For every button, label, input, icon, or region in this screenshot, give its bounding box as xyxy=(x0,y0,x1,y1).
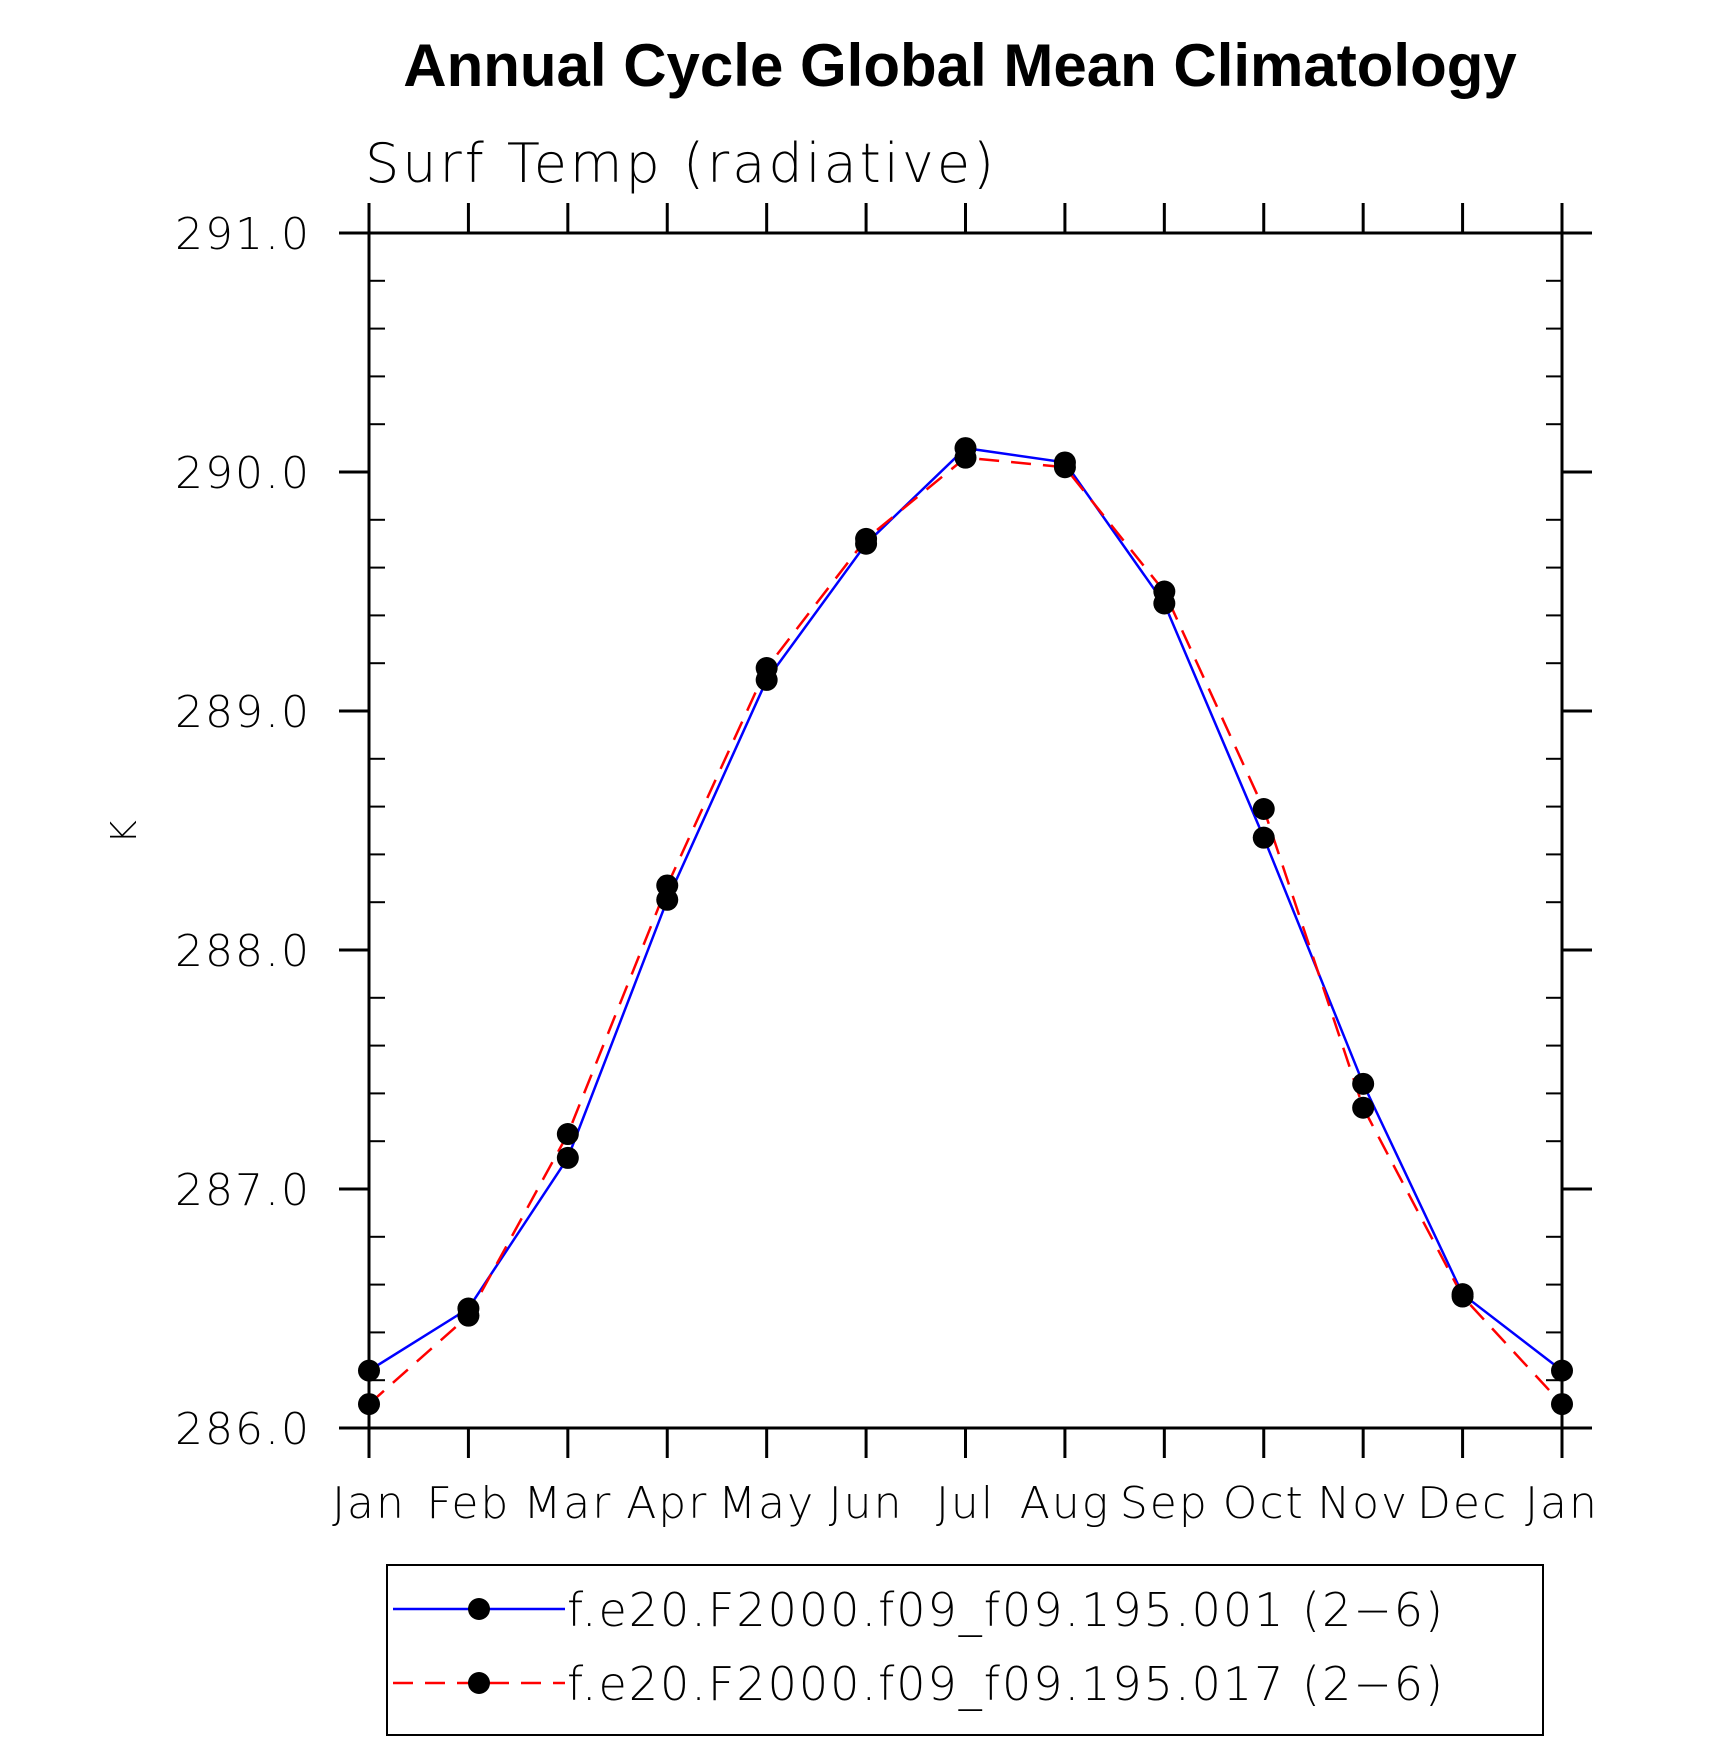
data-point-series-2 xyxy=(457,1304,480,1327)
legend-marker-series-2 xyxy=(468,1672,490,1694)
x-tick-label: Oct xyxy=(1223,1478,1305,1529)
x-tick-label: Jan xyxy=(332,1478,406,1529)
y-tick-label: 287.0 xyxy=(175,1165,311,1216)
y-tick-label: 286.0 xyxy=(175,1404,311,1455)
data-point-series-2 xyxy=(1451,1285,1474,1308)
data-point-series-2 xyxy=(1053,456,1076,479)
x-tick-label: Feb xyxy=(426,1478,510,1529)
data-point-series-1 xyxy=(556,1146,579,1169)
x-tick-label: Apr xyxy=(626,1478,708,1529)
data-point-series-2 xyxy=(1153,580,1176,603)
data-point-series-1 xyxy=(358,1359,380,1382)
series-line-1 xyxy=(368,446,1563,1372)
y-tick-label: 289.0 xyxy=(175,687,311,738)
data-point-series-2 xyxy=(954,446,977,469)
data-point-series-2 xyxy=(755,656,778,679)
x-tick-label: Jan xyxy=(1525,1478,1599,1529)
x-tick-label: Dec xyxy=(1417,1478,1508,1529)
x-tick-label: Sep xyxy=(1120,1478,1209,1529)
x-tick-label: Jun xyxy=(829,1478,904,1529)
legend: f.e20.F2000.f09_f09.195.001 (2−6) f.e20.… xyxy=(386,1564,1544,1736)
data-point-series-2 xyxy=(656,874,679,897)
x-tick-label: Mar xyxy=(523,1478,612,1529)
series-line-2 xyxy=(368,456,1563,1406)
data-point-series-1 xyxy=(1252,826,1275,849)
data-point-series-2 xyxy=(1352,1096,1375,1119)
data-point-series-1 xyxy=(1551,1359,1573,1382)
data-point-series-2 xyxy=(358,1393,380,1416)
chart-title: Annual Cycle Global Mean Climatology xyxy=(403,32,1517,99)
legend-label-series-2: f.e20.F2000.f09_f09.195.017 (2−6) xyxy=(567,1657,1445,1711)
data-point-series-2 xyxy=(855,527,878,550)
legend-box xyxy=(386,1564,1544,1736)
plot-frame xyxy=(367,231,1564,1430)
chart-subtitle: Surf Temp (radiative) xyxy=(365,132,997,195)
y-axis-label: K xyxy=(104,820,145,844)
axes: 286.0 287.0 288.0 289.0 290.0 291.0 Jan Feb Mar A… xyxy=(175,203,1599,1529)
data-point-series-2 xyxy=(1252,797,1275,820)
legend-marker-series-1 xyxy=(468,1598,490,1620)
y-tick-label: 291.0 xyxy=(175,209,311,260)
data-point-series-1 xyxy=(1352,1072,1375,1095)
y-tick-label: 290.0 xyxy=(175,448,311,499)
x-tick-label: Nov xyxy=(1317,1478,1409,1529)
legend-label-series-1: f.e20.F2000.f09_f09.195.001 (2−6) xyxy=(567,1583,1445,1637)
series-layer xyxy=(358,437,1573,1416)
data-point-series-2 xyxy=(1551,1393,1573,1416)
data-point-series-2 xyxy=(556,1123,579,1146)
y-tick-label: 288.0 xyxy=(175,926,311,977)
x-tick-label: Aug xyxy=(1020,1478,1110,1529)
x-tick-label: Jul xyxy=(936,1478,995,1529)
x-tick-label: May xyxy=(718,1478,815,1529)
